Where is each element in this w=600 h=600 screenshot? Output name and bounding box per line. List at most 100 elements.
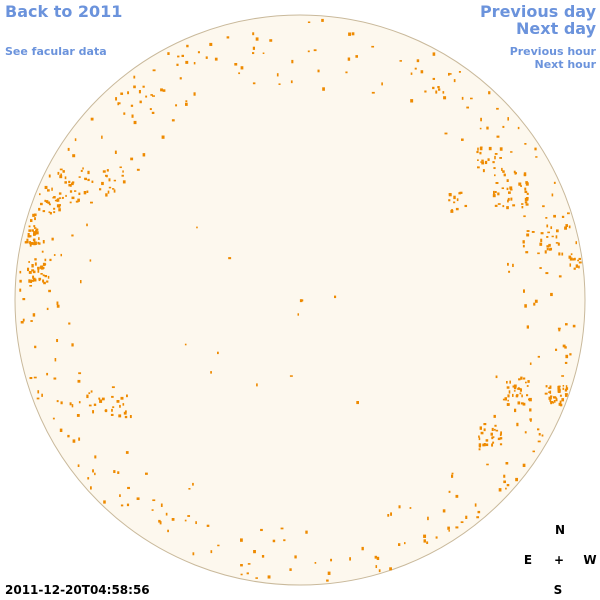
facula xyxy=(448,490,451,493)
facula xyxy=(466,106,470,109)
facula xyxy=(513,170,516,174)
facula xyxy=(565,224,568,227)
facula xyxy=(326,579,329,582)
facula xyxy=(22,318,25,322)
facula xyxy=(507,262,509,266)
facula xyxy=(214,57,218,61)
facula xyxy=(51,237,54,241)
facula xyxy=(48,289,51,293)
previous-hour-link[interactable]: Previous hour xyxy=(509,45,596,58)
facula xyxy=(564,346,567,349)
facula xyxy=(557,242,560,246)
facula xyxy=(30,219,33,223)
facula xyxy=(44,258,47,262)
facula xyxy=(217,351,219,355)
facula xyxy=(317,69,320,73)
facula xyxy=(510,188,513,191)
facula xyxy=(103,500,106,504)
next-hour-link[interactable]: Next hour xyxy=(534,58,597,71)
facula xyxy=(111,395,114,398)
facula xyxy=(127,91,130,95)
facula xyxy=(115,97,118,101)
facula xyxy=(374,555,378,559)
facula xyxy=(526,233,530,237)
facula xyxy=(89,259,92,262)
facula xyxy=(423,534,427,538)
facula xyxy=(491,427,494,431)
facula xyxy=(375,565,378,569)
facula xyxy=(546,224,549,228)
facula xyxy=(492,436,495,438)
facula xyxy=(240,538,243,542)
facula xyxy=(534,299,538,303)
facula xyxy=(87,178,90,182)
facula xyxy=(133,85,136,89)
facula xyxy=(256,383,258,387)
facula xyxy=(444,132,448,135)
facula xyxy=(541,434,544,437)
facula xyxy=(113,189,116,193)
facula xyxy=(537,252,540,255)
facula xyxy=(330,558,333,562)
facula xyxy=(523,289,525,293)
facula xyxy=(77,198,80,202)
facula xyxy=(458,192,461,195)
facula xyxy=(37,269,40,273)
facula xyxy=(32,270,36,274)
facula xyxy=(33,243,36,246)
facula xyxy=(539,267,542,269)
facula xyxy=(307,50,310,53)
facula xyxy=(111,408,113,412)
previous-day-link[interactable]: Previous day xyxy=(479,2,596,21)
facula xyxy=(513,390,516,392)
facula xyxy=(145,472,148,475)
facula xyxy=(255,577,258,579)
facula xyxy=(32,313,36,317)
facula xyxy=(34,227,37,229)
facula xyxy=(569,257,573,261)
facula xyxy=(458,71,461,73)
facula xyxy=(522,240,525,244)
facula xyxy=(179,77,182,80)
facula xyxy=(524,201,528,204)
facula xyxy=(107,190,110,194)
facula xyxy=(80,169,83,172)
facula xyxy=(524,197,528,201)
facula xyxy=(108,186,112,189)
facula xyxy=(497,437,501,441)
next-day-link[interactable]: Next day xyxy=(516,19,596,38)
facula xyxy=(184,343,187,346)
facula xyxy=(105,174,108,177)
facula xyxy=(485,160,488,165)
facula xyxy=(101,135,103,139)
facula xyxy=(27,267,30,272)
facula xyxy=(448,72,450,76)
facula xyxy=(124,415,128,419)
facula xyxy=(240,573,243,576)
facula xyxy=(116,400,120,403)
facula xyxy=(449,73,452,75)
facula xyxy=(577,259,580,262)
facula xyxy=(553,214,556,218)
facula xyxy=(67,434,70,438)
facular-data-link[interactable]: See facular data xyxy=(5,45,107,58)
back-link[interactable]: Back to 2011 xyxy=(5,2,123,21)
facula xyxy=(327,571,331,575)
facula xyxy=(524,431,527,434)
facula xyxy=(351,32,355,36)
facula xyxy=(545,385,548,388)
facula xyxy=(133,75,136,79)
facula xyxy=(562,344,566,348)
facula xyxy=(569,353,572,356)
facula xyxy=(550,226,553,230)
facula xyxy=(60,173,62,176)
facula xyxy=(565,394,568,397)
facula xyxy=(506,179,509,182)
facula xyxy=(210,371,212,374)
facula xyxy=(32,275,35,279)
facula xyxy=(119,166,122,169)
facula xyxy=(33,233,36,236)
facula xyxy=(29,241,32,245)
facula xyxy=(68,184,72,187)
